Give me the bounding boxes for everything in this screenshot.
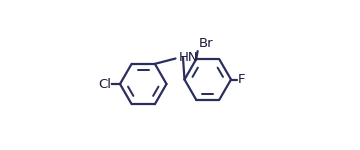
Text: F: F (238, 73, 245, 86)
Text: HN: HN (179, 51, 199, 64)
Text: Cl: Cl (99, 78, 112, 90)
Text: Br: Br (198, 37, 213, 50)
